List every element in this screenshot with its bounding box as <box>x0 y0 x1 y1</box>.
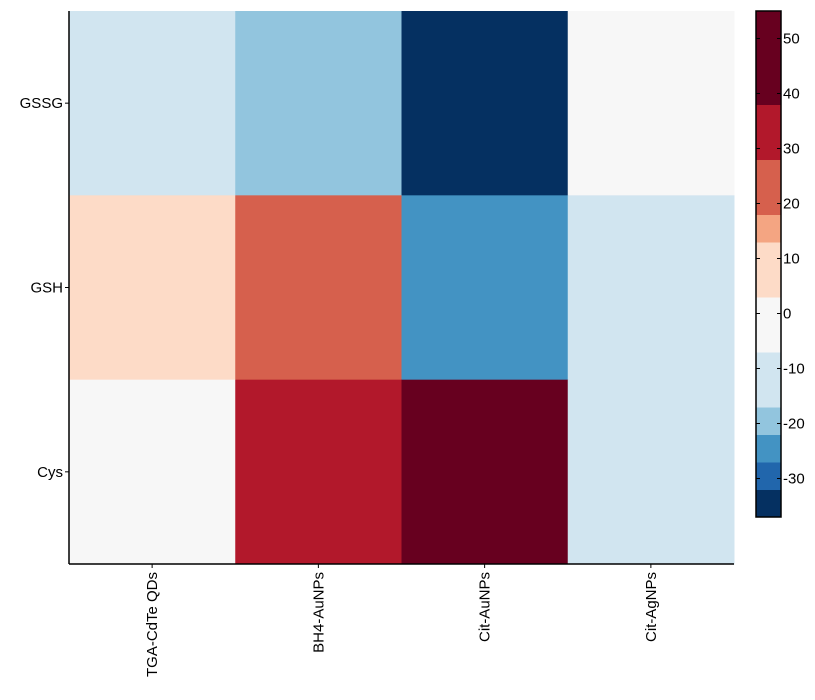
colorbar-frame <box>755 10 782 518</box>
row-label-cys: Cys <box>37 464 63 481</box>
colorbar-segment <box>756 11 781 105</box>
heatmap-cell-cys-1 <box>235 379 402 565</box>
colorbar-segment <box>756 462 781 490</box>
heatmap-cell-cys-0 <box>69 379 236 565</box>
colorbar-segment <box>756 104 781 160</box>
heatmap-cell-gssg-3 <box>567 11 735 196</box>
column-label-2: Cit-AuNPs <box>477 572 494 642</box>
heatmap-cell-cys-2 <box>401 379 569 565</box>
row-labels: GSSG GSH Cys <box>20 95 69 481</box>
heatmap-cells <box>69 11 735 565</box>
heatmap-cell-gsh-3 <box>567 195 735 381</box>
colorbar-segment <box>756 159 781 215</box>
colorbar-segment <box>756 297 781 353</box>
colorbar-segment <box>756 352 781 408</box>
colorbar-tick-label: 0 <box>783 306 791 323</box>
column-label-0: TGA-CdTe QDs <box>144 572 161 677</box>
heatmap-cell-gssg-0 <box>69 11 236 196</box>
row-label-gssg: GSSG <box>20 95 63 112</box>
heatmap-cell-gsh-0 <box>69 195 236 381</box>
colorbar-segment <box>756 407 781 435</box>
colorbar-tick-label: 20 <box>783 196 800 213</box>
colorbar-segment <box>756 214 781 243</box>
colorbar: 50 40 30 20 10 0 -10 -20 -30 <box>755 10 805 518</box>
colorbar-tick-label: 50 <box>783 31 800 48</box>
column-label-1: BH4-AuNPs <box>310 572 327 653</box>
colorbar-tick-label: -10 <box>783 361 805 378</box>
row-label-gsh: GSH <box>30 280 63 297</box>
colorbar-tick-label: -30 <box>783 471 805 488</box>
colorbar-segment <box>756 242 781 298</box>
colorbar-tick-label: 10 <box>783 251 800 268</box>
colorbar-tick-label: 40 <box>783 86 800 103</box>
colorbar-tick-label: -20 <box>783 416 805 433</box>
column-label-3: Cit-AgNPs <box>643 572 660 642</box>
heatmap-cell-gssg-2 <box>401 11 569 196</box>
heatmap-cell-gssg-1 <box>235 11 402 196</box>
heatmap-cell-gsh-2 <box>401 195 569 381</box>
colorbar-tick-label: 30 <box>783 141 800 158</box>
colorbar-segment <box>756 434 781 463</box>
heatmap-cell-gsh-1 <box>235 195 402 381</box>
column-labels: TGA-CdTe QDs BH4-AuNPs Cit-AuNPs Cit-AgNPs <box>144 564 660 677</box>
colorbar-segment <box>756 489 781 518</box>
heatmap-cell-cys-3 <box>567 379 735 565</box>
